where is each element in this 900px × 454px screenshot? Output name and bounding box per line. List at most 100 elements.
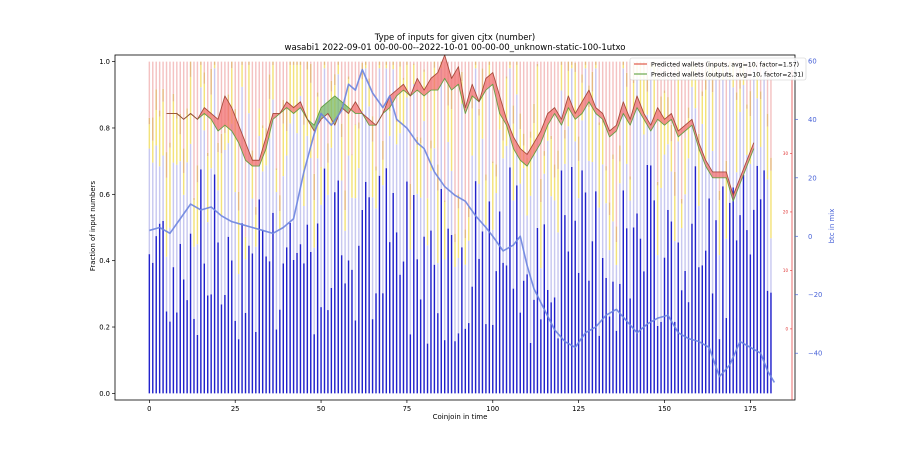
bar-tan-segment xyxy=(544,151,545,156)
bar-pink-segment xyxy=(557,62,558,151)
bar-lavender-segment xyxy=(671,171,672,221)
bar-tan-segment xyxy=(327,143,328,163)
bar-lavender-segment xyxy=(757,98,758,165)
bar-pink-segment xyxy=(403,62,404,78)
bar-lavender-segment xyxy=(667,144,668,210)
y-tick-label: 0.2 xyxy=(99,324,110,332)
x-tick-label: 175 xyxy=(744,405,757,413)
bar-blue-segment xyxy=(300,244,301,393)
bar-blue-segment xyxy=(324,169,325,394)
bar-lavender-segment xyxy=(602,164,603,258)
bar-lavender-segment xyxy=(629,201,630,299)
bar-lavender-segment xyxy=(612,221,613,281)
bar-blue-segment xyxy=(379,176,380,394)
bar-blue-segment xyxy=(231,260,232,393)
bar-tan-segment xyxy=(492,161,493,163)
bar-blue-segment xyxy=(678,242,679,393)
bar-yellow-segment xyxy=(540,202,541,268)
bar-lavender-segment xyxy=(152,163,153,263)
bar-tan-segment xyxy=(719,191,720,200)
bar-tan-segment xyxy=(557,151,558,169)
bar-lavender-segment xyxy=(550,196,551,302)
bar-tan-segment xyxy=(475,62,476,65)
bar-blue-segment xyxy=(193,319,194,394)
legend-outputs-label: Predicted wallets (outputs, avg=10, fact… xyxy=(651,72,804,79)
bar-yellow-segment xyxy=(702,96,703,124)
bar-blue-segment xyxy=(671,222,672,394)
bar-blue-segment xyxy=(633,227,634,393)
bar-lavender-segment xyxy=(338,74,339,180)
bar-tan-segment xyxy=(571,62,572,65)
bar-blue-segment xyxy=(736,240,737,393)
bar-tan-segment xyxy=(592,72,593,92)
bar-pink-segment xyxy=(162,62,163,89)
bar-yellow-segment xyxy=(259,109,260,137)
bar-yellow-segment xyxy=(578,161,579,198)
bar-pink-segment xyxy=(382,62,383,141)
bar-lavender-segment xyxy=(485,225,486,324)
bar-lavender-segment xyxy=(574,141,575,220)
bar-tan-segment xyxy=(382,141,383,160)
bar-yellow-segment xyxy=(180,134,181,161)
bar-tan-segment xyxy=(465,230,466,239)
bar-lavender-segment xyxy=(430,171,431,231)
bar-blue-segment xyxy=(688,302,689,393)
bar-lavender-segment xyxy=(657,255,658,326)
bar-blue-segment xyxy=(386,168,387,393)
bar-tan-segment xyxy=(197,165,198,182)
bar-blue-segment xyxy=(162,221,163,393)
bar-blue-segment xyxy=(726,318,727,393)
bar-tan-segment xyxy=(454,234,455,243)
bar-yellow-segment xyxy=(619,161,620,183)
bar-tan-segment xyxy=(674,172,675,196)
bar-tan-segment xyxy=(190,62,191,77)
bar-lavender-segment xyxy=(708,80,709,199)
bar-lavender-segment xyxy=(502,158,503,262)
bar-blue-segment xyxy=(506,265,507,393)
bar-yellow-segment xyxy=(190,77,191,144)
bar-pink-segment xyxy=(166,62,167,152)
bar-pink-segment xyxy=(259,62,260,109)
bar-yellow-segment xyxy=(739,89,740,112)
y3-tick-label: 10 xyxy=(783,268,789,273)
bar-tan-segment xyxy=(413,64,414,65)
bar-yellow-segment xyxy=(698,151,699,206)
bar-pink-segment xyxy=(626,62,627,73)
bar-tan-segment xyxy=(207,153,208,156)
bar-lavender-segment xyxy=(293,114,294,260)
bar-lavender-segment xyxy=(307,136,308,225)
bar-pink-segment xyxy=(183,62,184,149)
bar-yellow-segment xyxy=(238,211,239,274)
bar-yellow-segment xyxy=(224,133,225,150)
bar-lavender-segment xyxy=(475,68,476,181)
bar-pink-segment xyxy=(149,62,150,118)
bar-tan-segment xyxy=(746,104,747,109)
bar-yellow-segment xyxy=(465,238,466,264)
bar-yellow-segment xyxy=(152,141,153,163)
bar-pink-segment xyxy=(468,62,469,207)
bar-lavender-segment xyxy=(434,148,435,264)
bar-pink-segment xyxy=(252,62,253,151)
bar-lavender-segment xyxy=(726,239,727,318)
bar-tan-segment xyxy=(320,167,321,168)
bar-lavender-segment xyxy=(403,126,404,262)
bar-yellow-segment xyxy=(437,191,438,263)
bar-lavender-segment xyxy=(173,163,174,268)
bar-yellow-segment xyxy=(564,139,565,164)
bar-pink-segment xyxy=(368,62,369,79)
bar-pink-segment xyxy=(204,62,205,73)
bar-tan-segment xyxy=(619,145,620,161)
bar-blue-segment xyxy=(317,223,318,393)
bar-blue-segment xyxy=(228,237,229,394)
bar-blue-segment xyxy=(420,299,421,393)
bar-tan-segment xyxy=(193,198,194,200)
bar-blue-segment xyxy=(221,304,222,393)
bar-lavender-segment xyxy=(684,194,685,271)
bar-blue-segment xyxy=(616,331,617,394)
bar-pink-segment xyxy=(513,62,514,106)
bar-lavender-segment xyxy=(599,208,600,336)
bar-pink-segment xyxy=(417,62,418,137)
bar-blue-segment xyxy=(520,313,521,394)
bar-lavender-segment xyxy=(437,263,438,313)
bar-yellow-segment xyxy=(200,65,201,87)
